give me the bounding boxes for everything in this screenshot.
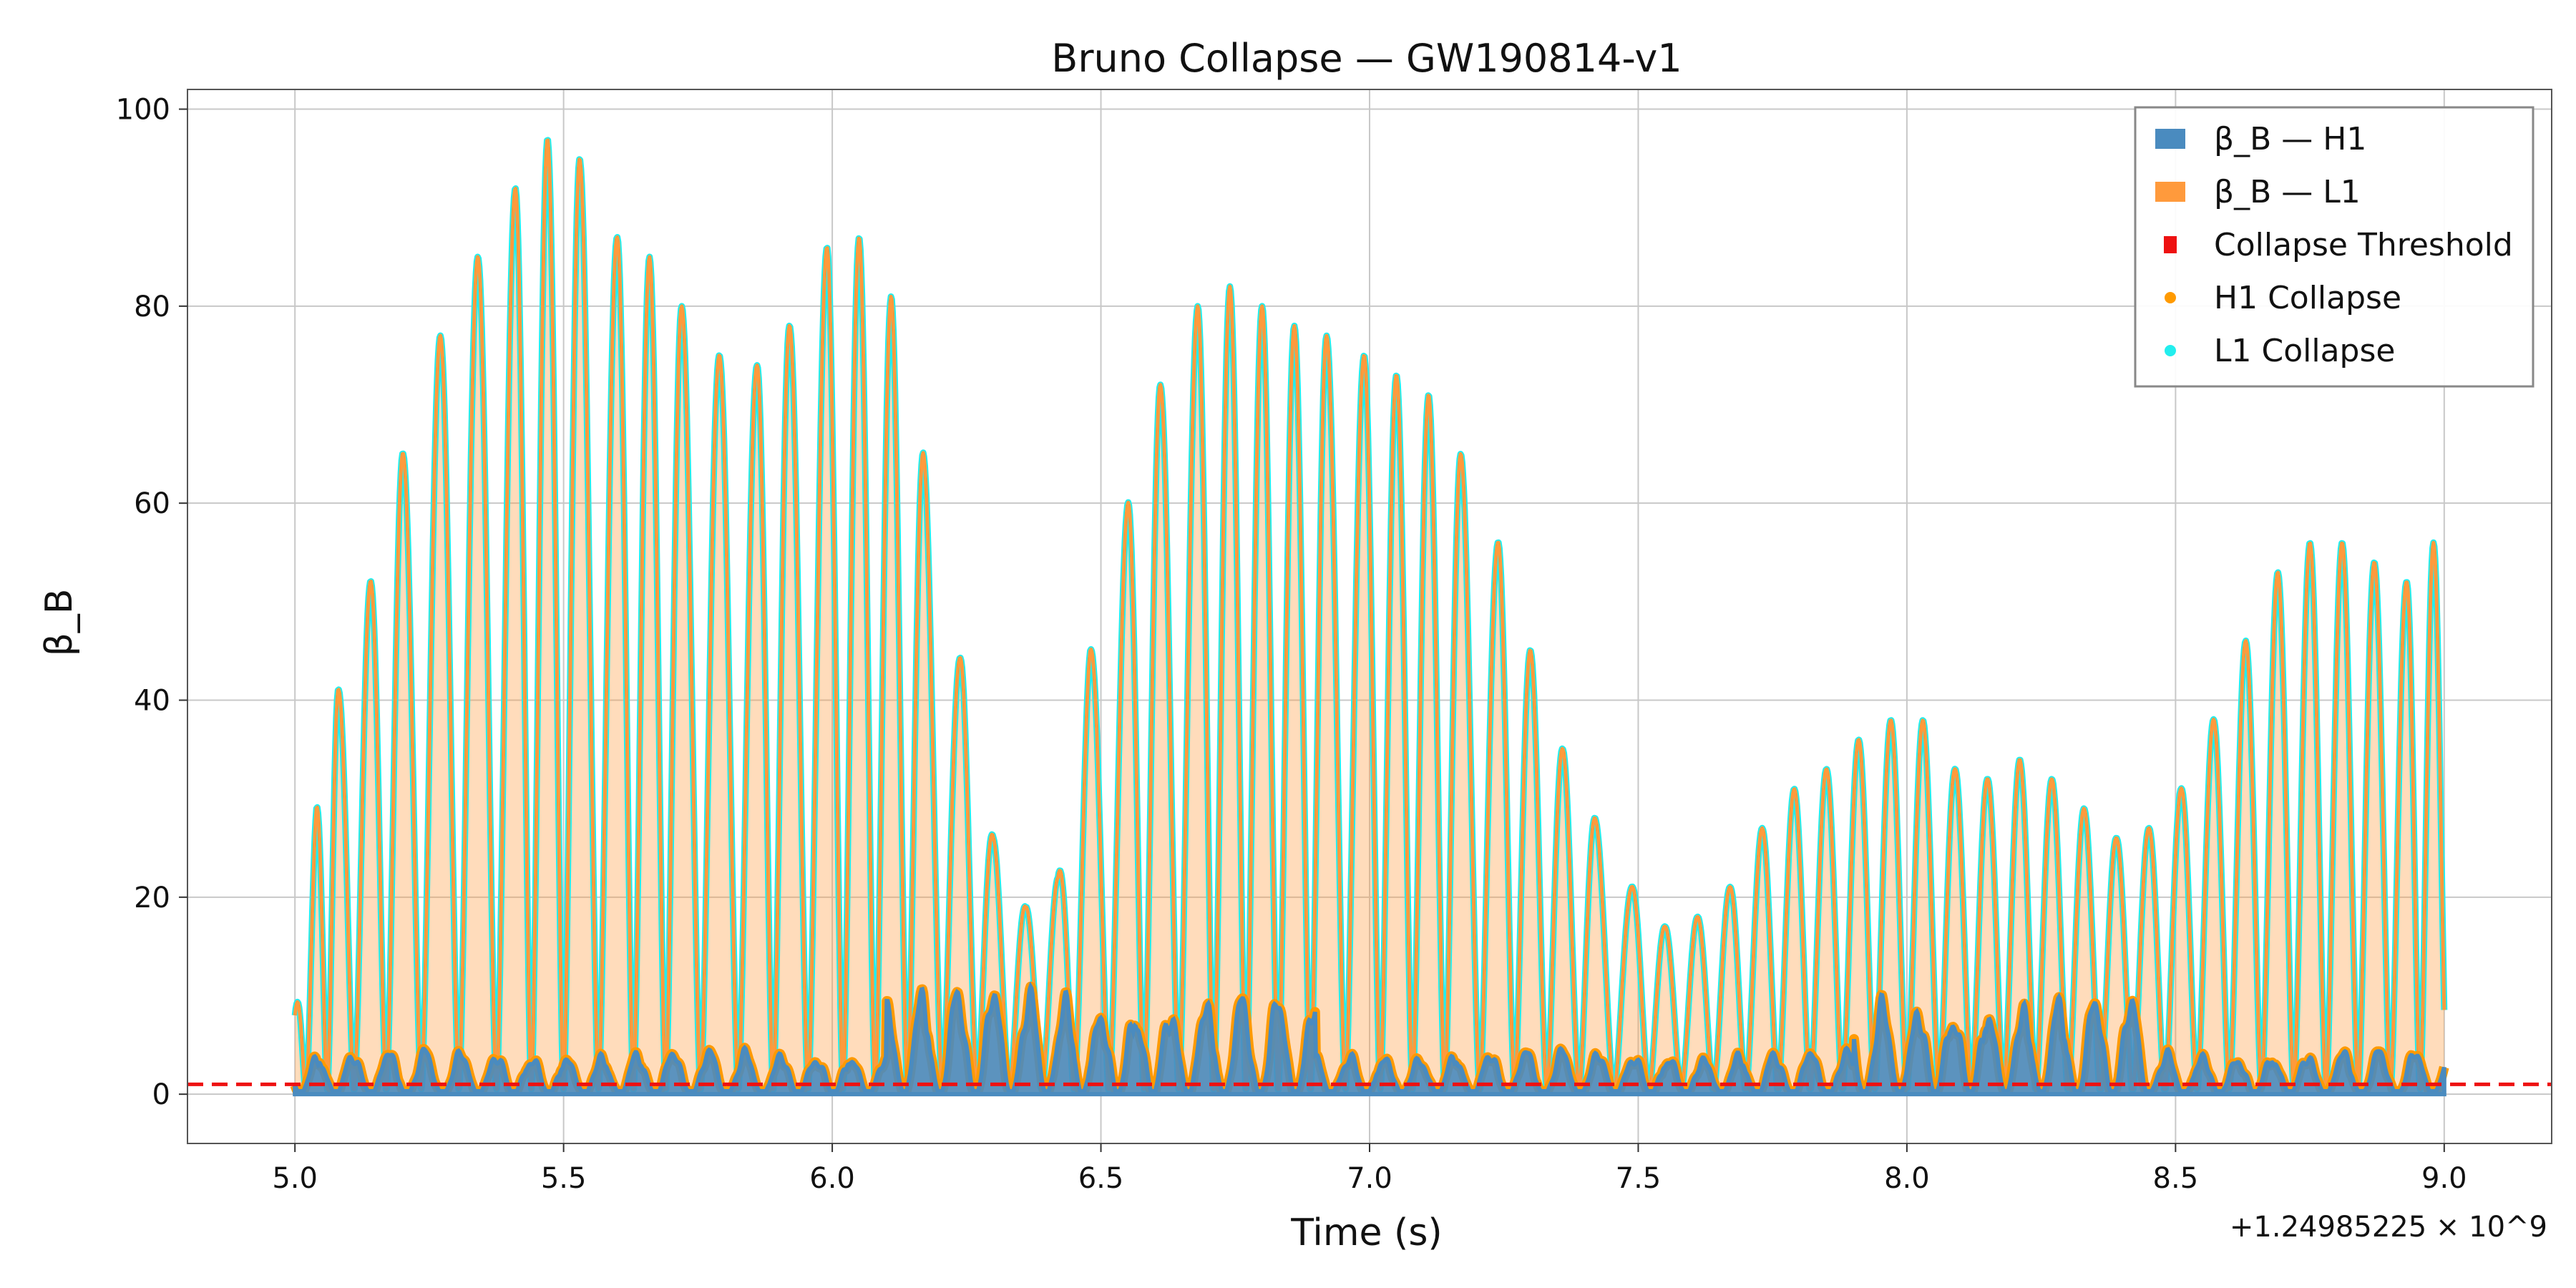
x-tick-label: 6.0 [809, 1162, 855, 1195]
x-tick-label: 8.5 [2153, 1162, 2199, 1195]
y-tick-label: 20 [134, 882, 170, 914]
legend-swatch-l1_collapse [2165, 345, 2176, 356]
legend-swatch-h1 [2155, 129, 2185, 149]
y-tick-label: 40 [134, 685, 170, 718]
l1-series-line [293, 138, 2446, 1091]
x-tick-label: 9.0 [2421, 1162, 2467, 1195]
x-tick-label: 8.0 [1884, 1162, 1930, 1195]
legend-swatch-h1_collapse [2165, 292, 2176, 303]
h1-series-area [293, 981, 2446, 1097]
y-tick-label: 0 [152, 1078, 170, 1111]
chart-title: Bruno Collapse — GW190814-v1 [1051, 36, 1682, 81]
y-axis-title: β_B [38, 589, 81, 657]
y-axis: 0 20 40 60 80 100 [116, 94, 187, 1111]
legend-swatch-l1 [2155, 182, 2185, 202]
x-tick-label: 5.0 [272, 1162, 318, 1195]
x-tick-label: 6.5 [1078, 1162, 1124, 1195]
y-tick-label: 80 [134, 291, 170, 323]
x-axis: 5.0 5.5 6.0 6.5 7.0 7.5 8.0 8.5 9.0 [272, 1143, 2467, 1195]
plot-area [187, 137, 2552, 1097]
legend-label-l1_collapse: L1 Collapse [2214, 333, 2395, 369]
y-tick-label: 100 [116, 94, 170, 127]
y-tick-label: 60 [134, 487, 170, 520]
x-tick-label: 7.5 [1616, 1162, 1662, 1195]
legend: β_B — H1 β_B — L1 Collapse Threshold H1 Col… [2134, 106, 2534, 388]
legend-label-h1_collapse: H1 Collapse [2214, 280, 2401, 316]
legend-swatch-threshold [2164, 236, 2177, 253]
legend-label-h1: β_B — H1 [2214, 121, 2366, 157]
x-tick-label: 7.0 [1347, 1162, 1392, 1195]
legend-label-threshold: Collapse Threshold [2214, 227, 2513, 263]
x-tick-label: 5.5 [541, 1162, 587, 1195]
legend-box [2134, 106, 2534, 388]
x-axis-title: Time (s) [1290, 1211, 1442, 1254]
legend-label-l1: β_B — L1 [2214, 174, 2361, 210]
x-axis-offset-label: +1.24985225 × 10^9 [2230, 1211, 2547, 1244]
